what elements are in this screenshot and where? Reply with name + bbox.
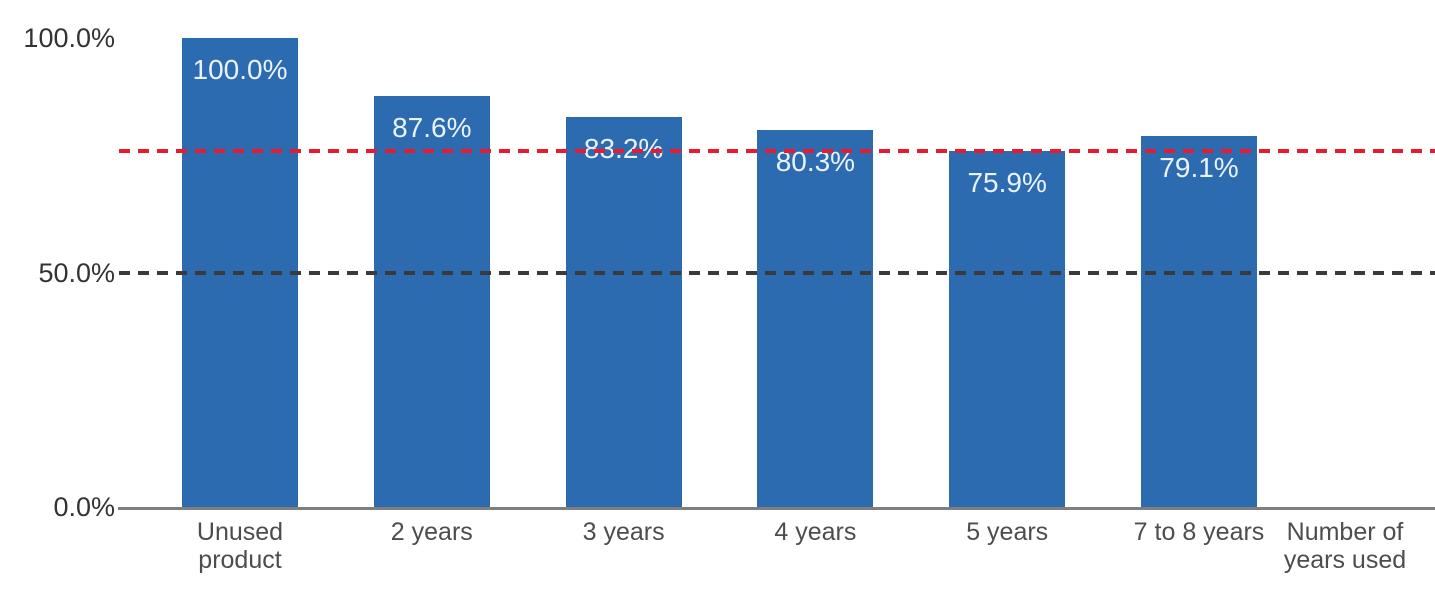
x-axis-category-label: 3 years — [582, 518, 665, 546]
bar: 80.3% — [757, 130, 874, 507]
x-axis-category-label: 4 years — [774, 518, 857, 546]
bar-value-label: 100.0% — [192, 54, 288, 85]
bar-value-label: 83.2% — [566, 133, 682, 165]
bar: 75.9% — [949, 151, 1066, 507]
y-axis-tick-label: 0.0% — [53, 492, 115, 522]
fifty-percent-dashed-line — [119, 270, 1435, 275]
bar: 79.1% — [1141, 136, 1257, 507]
bar-value-label: 75.9% — [967, 167, 1047, 199]
x-axis-title: Number of years used — [1283, 518, 1407, 574]
x-axis-category-label: 7 to 8 years — [1133, 518, 1265, 546]
bar-value-label: 79.1% — [1159, 152, 1239, 184]
y-axis-tick-label: 100.0% — [23, 23, 115, 53]
min-value-dashed-line — [119, 149, 1435, 154]
bar: 83.2% — [565, 116, 682, 507]
x-axis-line — [118, 507, 1435, 510]
y-axis-tick-label: 50.0% — [38, 257, 115, 288]
bar: 87.6% — [373, 96, 490, 507]
x-axis-category-label: 5 years — [966, 518, 1049, 546]
bar-value-label: 87.6% — [392, 112, 472, 144]
x-axis-category-label: 2 years — [390, 518, 473, 546]
x-axis-category-label: Unused product — [196, 518, 284, 574]
